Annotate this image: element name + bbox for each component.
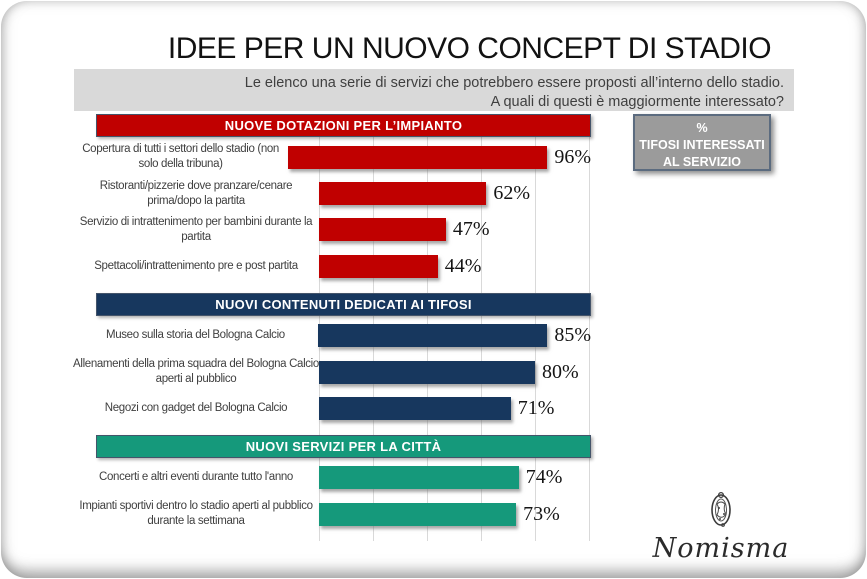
bar-track: 71% — [319, 397, 591, 421]
bar-row: Spettacoli/intrattenimento pre e post pa… — [71, 248, 591, 284]
bar-chart: NUOVE DOTAZIONI PER L’IMPIANTO Copertura … — [71, 114, 591, 541]
category-label: Spettacoli/intrattenimento pre e post pa… — [94, 259, 298, 272]
subtitle-line-2: A quali di questi è maggiormente interes… — [490, 94, 784, 111]
bar — [319, 182, 487, 206]
bar-row: Impianti sportivi dentro lo stadio apert… — [71, 496, 591, 532]
section-header: NUOVE DOTAZIONI PER L’IMPIANTO — [96, 114, 591, 137]
value-label: 62% — [493, 182, 531, 205]
legend-line-3: AL SERVIZIO — [662, 154, 742, 169]
bar-track: 44% — [319, 254, 591, 278]
nomisma-emblem-icon — [711, 491, 731, 527]
legend-line-1: % — [696, 121, 708, 135]
bar — [317, 324, 548, 348]
bar — [319, 466, 519, 490]
bar-track: 85% — [317, 324, 591, 348]
bar-track: 62% — [319, 182, 591, 206]
category-label: Copertura di tutti i settori dello stadi… — [82, 143, 279, 171]
category-label: Allenamenti della prima squadra del Bolo… — [73, 358, 319, 386]
nomisma-logo-text: Nomisma — [652, 533, 790, 564]
legend-line-2: TIFOSI INTERESSATI — [639, 137, 765, 152]
section-header: NUOVI CONTENUTI DEDICATI AI TIFOSI — [96, 292, 591, 316]
bar — [319, 397, 511, 421]
value-label: 80% — [542, 360, 579, 383]
bar-row: Negozi con gadget del Bologna Calcio 71% — [71, 390, 591, 426]
page-title: IDEE PER UN NUOVO CONCEPT DI STADIO — [167, 32, 772, 65]
category-label: Servizio di intrattenimento per bambini … — [79, 216, 313, 243]
bar — [319, 360, 535, 384]
category-label: Museo sulla storia del Bologna Calcio — [106, 329, 285, 342]
bar — [319, 218, 446, 242]
bar-row: Museo sulla storia del Bologna Calcio 85% — [71, 318, 591, 354]
value-label: 74% — [525, 466, 563, 489]
value-label: 71% — [517, 397, 555, 420]
bar — [288, 145, 548, 169]
category-label: Negozi con gadget del Bologna Calcio — [104, 402, 288, 415]
category-label: Concerti e altri eventi durante tutto l'… — [99, 471, 293, 484]
bar-track: 80% — [319, 360, 591, 384]
subtitle-box: Le elenco una serie di servizi che potre… — [74, 69, 794, 111]
legend-box: % TIFOSI INTERESSATI AL SERVIZIO — [633, 114, 771, 171]
bar-track: 47% — [319, 218, 591, 242]
section-header: NUOVI SERVIZI PER LA CITTÀ — [96, 434, 591, 458]
value-label: 73% — [523, 502, 560, 525]
bar-row: Concerti e altri eventi durante tutto l'… — [71, 460, 591, 496]
value-label: 44% — [444, 254, 482, 277]
gridline — [589, 114, 590, 541]
bar-track: 96% — [288, 145, 591, 169]
bar-row: Copertura di tutti i settori dello stadi… — [71, 139, 591, 175]
bar-row: Servizio di intrattenimento per bambini … — [71, 212, 591, 248]
bar-row: Allenamenti della prima squadra del Bolo… — [71, 354, 591, 390]
nomisma-logo: Nomisma — [646, 488, 796, 564]
category-label: Ristoranti/pizzerie dove pranzare/cenare… — [99, 179, 293, 207]
subtitle-line-1: Le elenco una serie di servizi che potre… — [244, 75, 784, 91]
bar-row: Ristoranti/pizzerie dove pranzare/cenare… — [71, 175, 591, 211]
category-label: Impianti sportivi dentro lo stadio apert… — [79, 500, 313, 528]
bar — [319, 254, 438, 278]
bar — [319, 502, 517, 526]
value-label: 85% — [554, 324, 591, 347]
value-label: 47% — [452, 218, 490, 241]
bar-track: 74% — [319, 466, 591, 490]
bar-track: 73% — [319, 502, 591, 526]
value-label: 96% — [554, 145, 591, 168]
